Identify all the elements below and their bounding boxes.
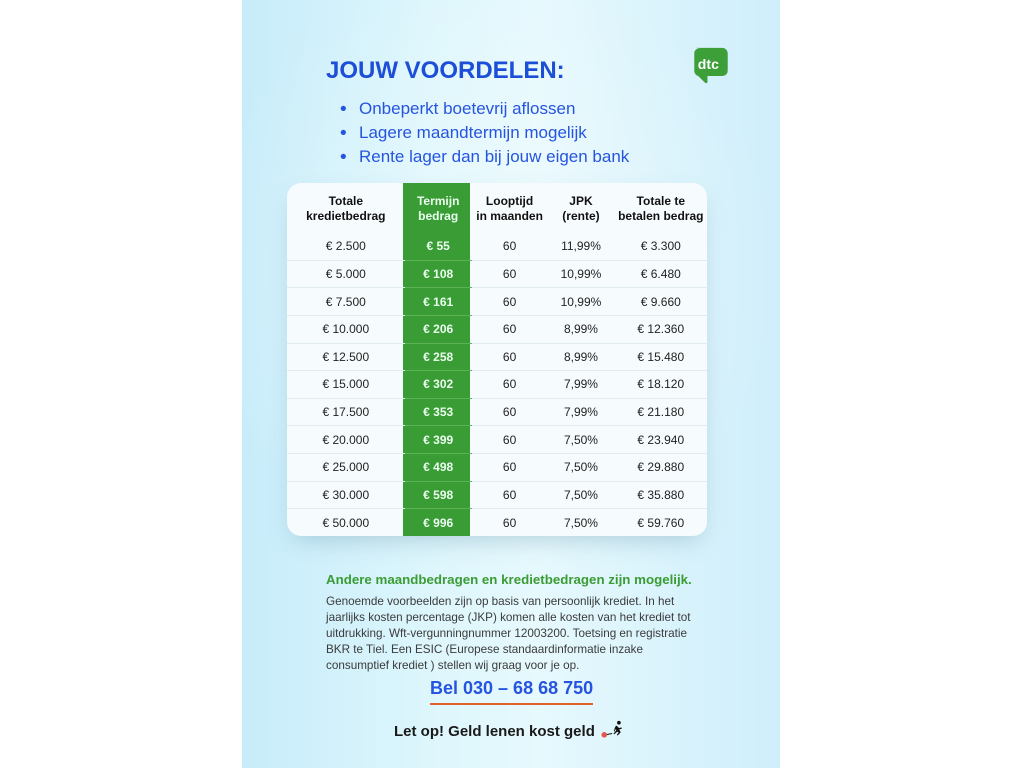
svg-text:dtc: dtc: [698, 56, 719, 72]
